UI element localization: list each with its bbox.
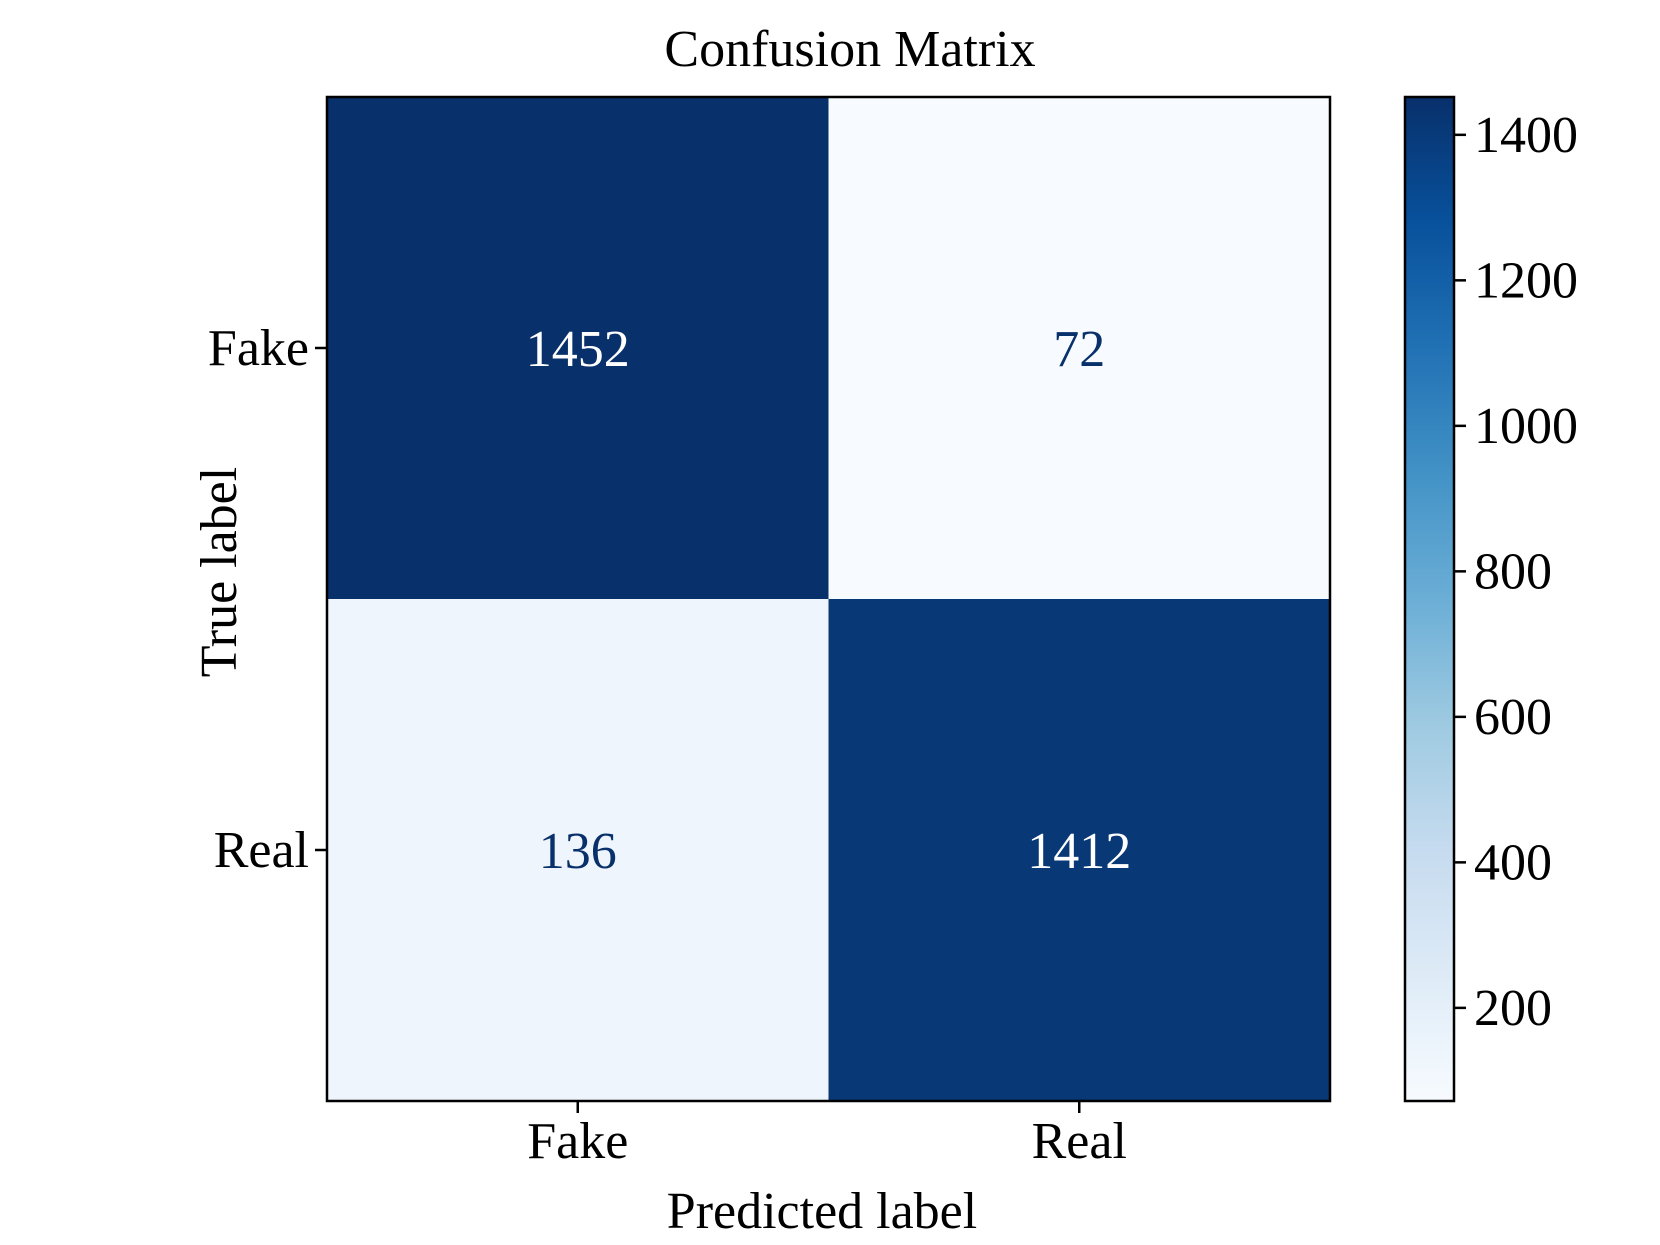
cell-value-label: 1452: [526, 321, 630, 378]
matrix-cell: [327, 599, 829, 1101]
chart-title: Confusion Matrix: [664, 21, 1035, 78]
cell-value-label: 72: [1053, 321, 1105, 378]
matrix-cells: 1452 72 136 1412: [327, 97, 1330, 1101]
matrix-cell: [327, 97, 829, 599]
colorbar-tick-label: 400: [1474, 834, 1552, 891]
colorbar-ticks: 200 400 600 800 1000 1200 1400: [1454, 107, 1578, 1037]
y-axis-label: True label: [191, 467, 248, 677]
x-tick-label: Real: [1032, 1113, 1127, 1170]
matrix-cell: [828, 599, 1330, 1101]
y-tick-label: Fake: [208, 320, 309, 377]
colorbar: [1403, 95, 1456, 1103]
x-tick-label: Fake: [527, 1113, 628, 1170]
colorbar-tick-label: 600: [1474, 689, 1552, 746]
cell-value-label: 1412: [1027, 823, 1131, 880]
colorbar-tick-label: 1400: [1474, 107, 1578, 164]
plot-frame: [325, 95, 1332, 1103]
colorbar-tick-label: 200: [1474, 980, 1552, 1037]
x-axis-label: Predicted label: [667, 1183, 977, 1240]
matrix-cell: [828, 97, 1330, 599]
x-axis-ticks: Fake Real: [527, 1101, 1127, 1170]
y-axis-ticks: Fake Real: [208, 320, 327, 879]
colorbar-tick-label: 1000: [1474, 398, 1578, 455]
colorbar-tick-label: 1200: [1474, 252, 1578, 309]
y-tick-label: Real: [214, 822, 309, 879]
cell-value-label: 136: [539, 823, 617, 880]
colorbar-tick-label: 800: [1474, 543, 1552, 600]
